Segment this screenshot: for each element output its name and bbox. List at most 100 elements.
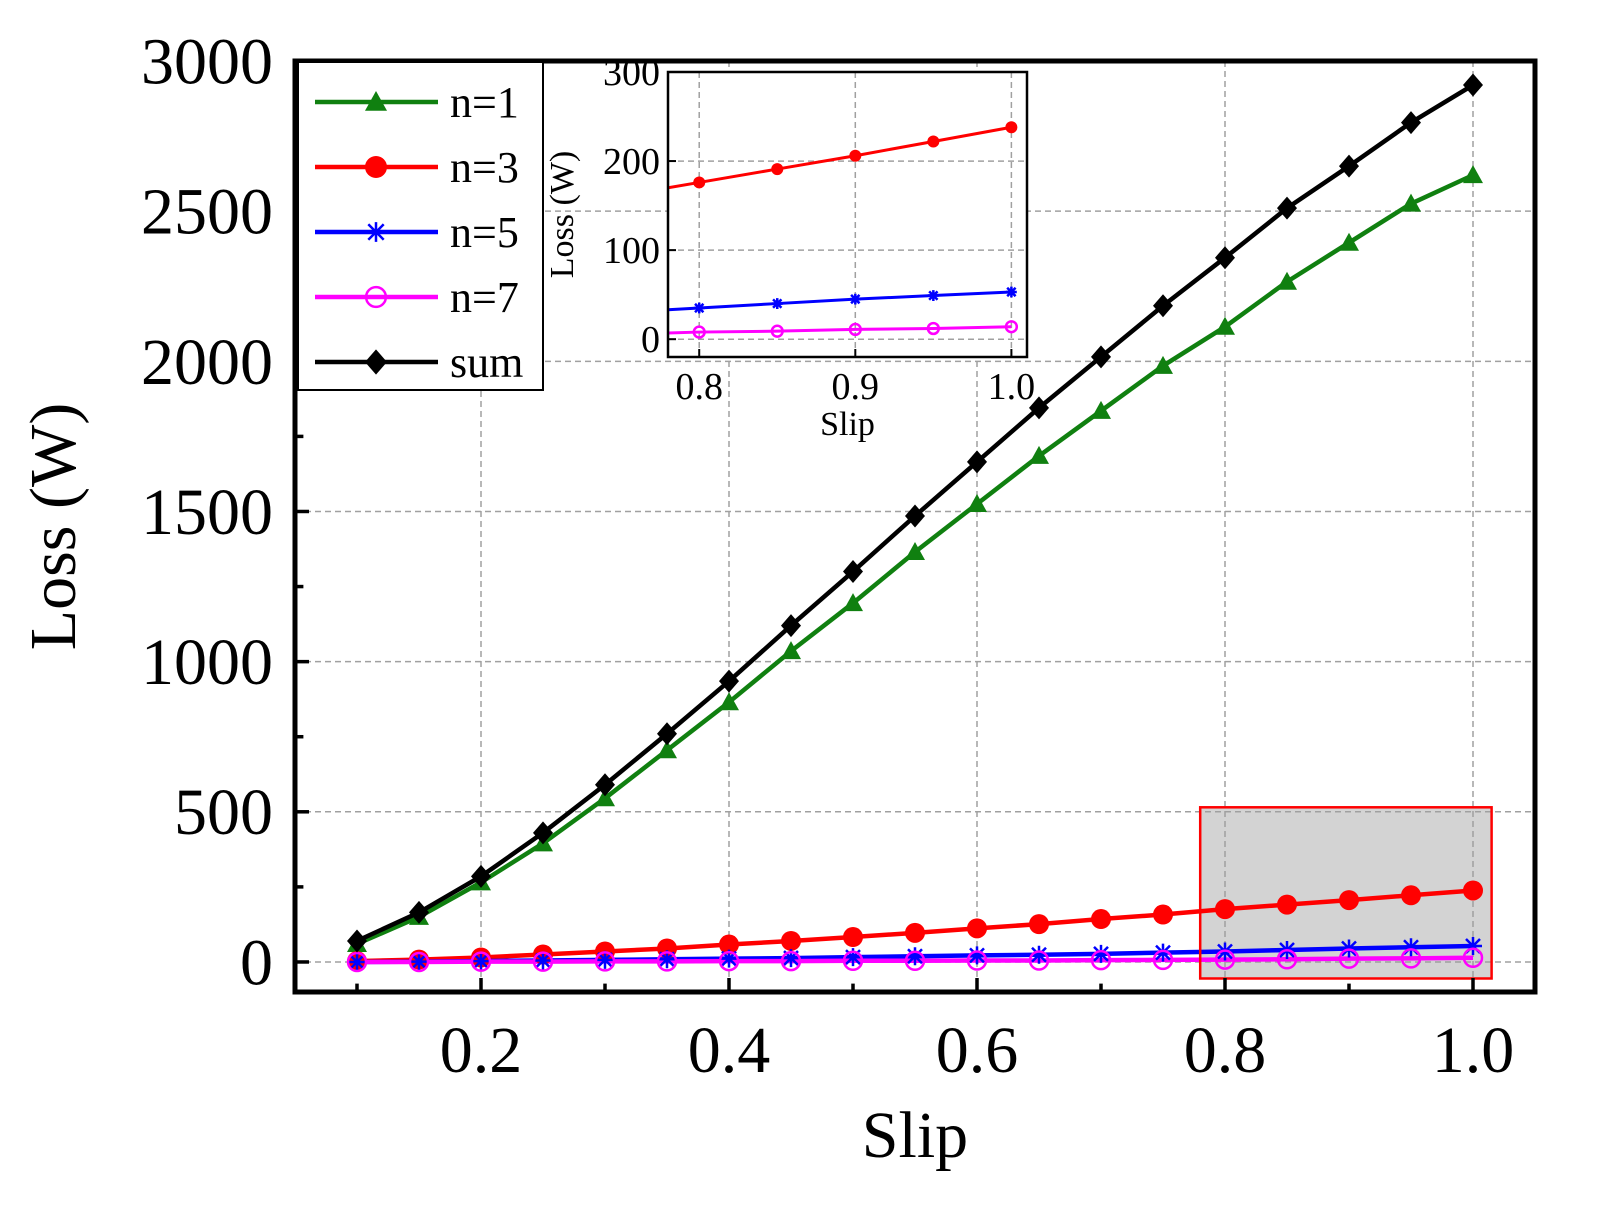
main-data-point-n=5 xyxy=(1154,943,1172,962)
inset-data-point-n=5 xyxy=(693,302,705,314)
main-data-point-n=1 xyxy=(1401,193,1421,212)
main-data-point-n=5 xyxy=(596,950,614,969)
legend-marker-sum xyxy=(365,349,387,375)
main-data-point-n=5 xyxy=(1092,944,1110,963)
inset-x-tick-label: 1.0 xyxy=(988,366,1036,408)
main-data-point-n=1 xyxy=(781,641,801,660)
main-data-point-sum xyxy=(347,929,367,953)
inset-data-point-n=7 xyxy=(1004,320,1019,334)
main-data-point-n=7 xyxy=(904,950,926,972)
main-data-point-n=3 xyxy=(967,918,987,939)
main-data-point-sum xyxy=(1339,154,1359,178)
inset-data-point-n=5 xyxy=(771,298,783,309)
main-data-point-sum xyxy=(471,864,491,888)
main-data-point-n=1 xyxy=(1339,232,1359,251)
inset-plot-background xyxy=(668,72,1027,357)
main-data-point-n=3 xyxy=(1215,899,1235,920)
legend-marker-n=3 xyxy=(365,156,387,178)
main-data-point-n=5 xyxy=(906,947,924,966)
inset-y-axis-title: Loss (W) xyxy=(544,151,581,278)
main-data-point-n=1 xyxy=(595,788,615,807)
main-data-point-sum xyxy=(905,504,925,528)
main-data-point-n=5 xyxy=(534,951,552,970)
inset-data-point-n=3 xyxy=(1005,121,1018,134)
main-data-point-sum xyxy=(843,560,863,584)
main-y-tick-label: 0 xyxy=(240,926,273,999)
inset-series-group xyxy=(668,121,1019,339)
main-data-point-sum xyxy=(1215,246,1235,270)
inset-data-point-n=7 xyxy=(770,324,784,338)
main-data-point-n=5 xyxy=(720,949,738,968)
main-data-point-n=1 xyxy=(905,542,925,561)
legend-label-n=7: n=7 xyxy=(450,273,519,322)
main-data-point-n=1 xyxy=(1277,271,1297,290)
legend-marker-n=5 xyxy=(366,222,386,242)
main-data-point-n=1 xyxy=(967,493,987,512)
main-series-group xyxy=(346,73,1484,973)
main-data-point-sum xyxy=(595,773,615,797)
inset-x-tick-label: 0.8 xyxy=(675,366,723,408)
inset-data-point-n=3 xyxy=(693,176,706,189)
inset-y-tick-label: 100 xyxy=(603,230,660,272)
inset-data-point-n=7 xyxy=(926,321,940,336)
main-data-point-n=1 xyxy=(1091,400,1111,419)
main-data-point-n=1 xyxy=(657,740,677,759)
main-x-tick-label: 0.2 xyxy=(440,1014,523,1087)
main-y-tick-label: 3000 xyxy=(141,25,273,98)
main-data-point-n=1 xyxy=(719,692,739,711)
main-data-point-n=3 xyxy=(781,930,801,951)
main-data-point-sum xyxy=(1463,73,1483,97)
main-data-point-n=3 xyxy=(719,934,739,955)
main-data-point-n=5 xyxy=(472,952,490,971)
main-data-point-n=3 xyxy=(843,927,863,948)
inset-data-point-n=3 xyxy=(771,163,784,176)
main-data-point-sum xyxy=(1029,396,1049,420)
main-data-point-n=3 xyxy=(1029,914,1049,935)
main-data-point-n=3 xyxy=(905,922,925,943)
inset-data-point-n=7 xyxy=(692,325,706,339)
inset-y-tick-label: 0 xyxy=(641,319,660,361)
main-data-point-n=7 xyxy=(1462,947,1484,969)
main-data-point-n=7 xyxy=(1276,949,1298,970)
main-data-point-n=3 xyxy=(1339,890,1359,911)
main-data-point-n=3 xyxy=(1463,880,1483,901)
inset-y-tick-label: 200 xyxy=(603,141,660,183)
main-data-point-n=7 xyxy=(470,951,492,972)
main-y-axis-title: Loss (W) xyxy=(17,403,90,650)
main-data-point-n=1 xyxy=(843,593,863,612)
main-data-point-n=7 xyxy=(718,950,740,972)
main-data-point-n=7 xyxy=(656,951,678,972)
inset-data-point-n=5 xyxy=(927,290,939,301)
main-x-tick-label: 1.0 xyxy=(1432,1014,1515,1087)
legend-label-n=1: n=1 xyxy=(450,78,519,127)
main-data-point-sum xyxy=(781,614,801,638)
inset-chart: 0.8 0.9 1.0 0 100 200 300 Slip Loss (W) xyxy=(544,52,1035,443)
main-data-point-sum xyxy=(967,450,987,474)
inset-plot-frame xyxy=(666,70,1029,359)
legend-marker-n=7 xyxy=(364,285,388,309)
main-data-point-sum xyxy=(657,722,677,746)
main-y-tick-label: 500 xyxy=(174,776,273,849)
main-y-tick-label: 1500 xyxy=(141,476,273,549)
main-data-point-n=7 xyxy=(594,951,616,972)
main-data-point-n=5 xyxy=(782,949,800,968)
main-data-point-n=7 xyxy=(1338,948,1360,969)
inset-data-point-n=5 xyxy=(849,293,861,305)
inset-y-tick-label: 300 xyxy=(603,52,660,94)
inset-x-axis-title: Slip xyxy=(820,406,875,443)
main-data-point-n=3 xyxy=(1091,909,1111,930)
inset-data-point-n=7 xyxy=(848,322,862,337)
main-data-point-n=3 xyxy=(1153,904,1173,925)
main-data-point-n=7 xyxy=(408,951,430,973)
main-data-point-n=1 xyxy=(1463,165,1483,184)
main-data-point-n=7 xyxy=(1400,948,1422,969)
main-x-axis-title: Slip xyxy=(862,1099,968,1172)
main-y-tick-label: 1000 xyxy=(141,626,273,699)
main-data-point-n=7 xyxy=(1028,950,1050,971)
main-data-point-n=5 xyxy=(844,948,862,967)
main-data-point-n=7 xyxy=(346,951,368,973)
main-data-point-n=5 xyxy=(410,952,428,971)
main-data-point-n=7 xyxy=(1214,949,1236,970)
main-data-point-n=1 xyxy=(1153,355,1173,374)
main-data-point-n=5 xyxy=(658,950,676,969)
